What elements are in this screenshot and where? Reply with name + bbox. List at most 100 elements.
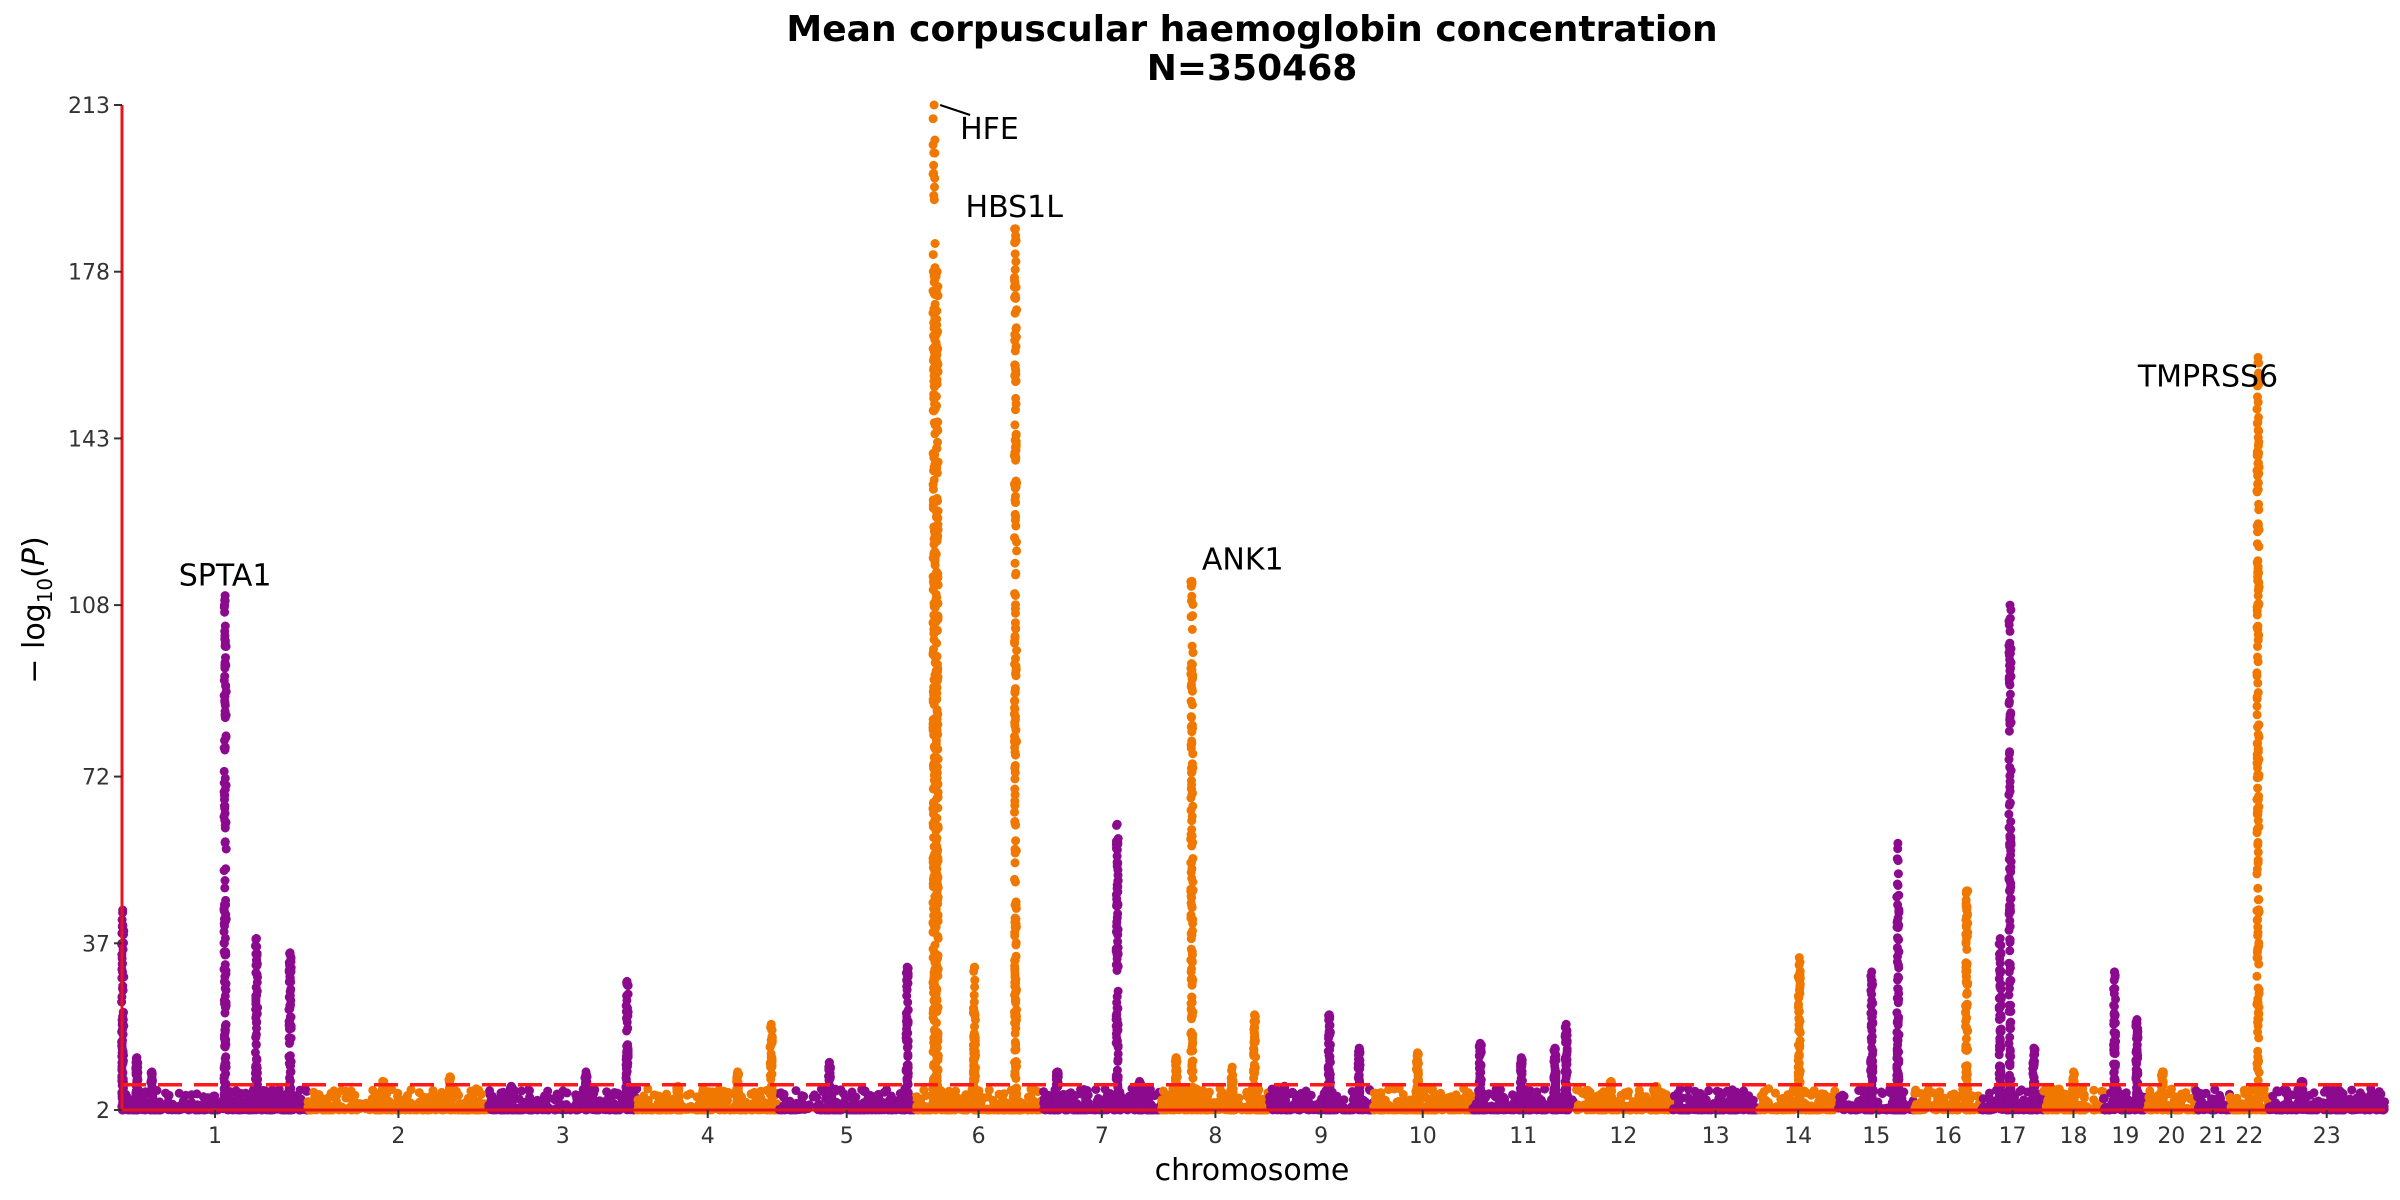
data-point <box>220 837 230 847</box>
data-point <box>766 1019 776 1029</box>
data-point <box>220 773 230 783</box>
data-point <box>221 681 231 691</box>
data-point <box>221 950 231 960</box>
data-point <box>517 1086 526 1096</box>
data-point <box>874 1094 884 1104</box>
data-point <box>622 1013 632 1023</box>
data-point <box>1508 1090 1517 1100</box>
data-point <box>698 1086 708 1096</box>
data-point <box>1297 1090 1307 1100</box>
data-point <box>1532 1087 1542 1097</box>
data-point <box>2286 1090 2296 1100</box>
data-point <box>148 1084 157 1094</box>
data-point <box>903 978 913 988</box>
data-point <box>341 1093 351 1103</box>
data-point <box>221 732 231 742</box>
data-point <box>133 1097 142 1107</box>
data-point <box>692 1092 702 1102</box>
data-point <box>791 1086 801 1096</box>
data-point <box>2099 1094 2108 1104</box>
data-point <box>220 636 230 646</box>
data-point <box>231 1103 241 1113</box>
data-point <box>203 1093 213 1103</box>
data-point <box>219 812 229 822</box>
data-point <box>192 1089 202 1099</box>
data-point <box>1376 1090 1386 1100</box>
data-point <box>251 1018 261 1028</box>
data-point <box>2274 1087 2284 1097</box>
data-point <box>220 706 230 716</box>
data-point <box>1579 1100 1589 1110</box>
data-point <box>332 1101 341 1110</box>
data-point <box>2047 1099 2057 1109</box>
data-point <box>1675 1084 1685 1094</box>
data-point <box>886 1091 896 1101</box>
data-point <box>1218 1088 1227 1098</box>
data-point <box>1214 1098 1224 1108</box>
data-point <box>1023 1092 1033 1102</box>
data-point <box>220 1085 230 1095</box>
data-point <box>1592 1098 1602 1108</box>
data-point <box>746 1089 756 1099</box>
data-point <box>219 1063 229 1073</box>
data-point <box>367 1094 377 1104</box>
data-point <box>713 1087 723 1097</box>
data-point <box>1770 1088 1780 1098</box>
data-point <box>766 1035 776 1045</box>
data-point <box>1204 1100 1214 1110</box>
data-point <box>252 1094 261 1104</box>
data-point <box>221 895 231 905</box>
data-point <box>1496 1085 1505 1095</box>
data-point <box>285 1073 294 1083</box>
data-point <box>1242 1091 1252 1101</box>
data-point <box>549 1094 559 1104</box>
data-point <box>420 1100 430 1110</box>
data-point <box>902 1043 912 1053</box>
data-point <box>1624 1087 1633 1097</box>
data-point <box>902 1075 912 1085</box>
data-point <box>1490 1092 1500 1102</box>
data-point <box>1949 1089 1959 1099</box>
data-point <box>221 1035 231 1045</box>
data-point <box>1030 1097 1040 1107</box>
data-point <box>252 1079 262 1089</box>
data-point <box>221 1052 231 1062</box>
data-point <box>132 1053 142 1063</box>
data-point <box>1160 1096 1170 1106</box>
data-point <box>164 1090 174 1100</box>
data-point <box>498 1087 508 1097</box>
data-point <box>1885 1084 1895 1094</box>
data-point <box>220 626 230 636</box>
data-point <box>233 1096 243 1106</box>
data-point <box>1105 1091 1115 1100</box>
data-point <box>902 991 912 1001</box>
data-point <box>284 1038 294 1048</box>
data-point <box>1039 1087 1049 1097</box>
data-point <box>286 1061 295 1071</box>
data-point <box>901 1008 911 1018</box>
data-point <box>474 1085 484 1095</box>
data-point <box>682 1090 692 1100</box>
data-point <box>1530 1100 1540 1109</box>
data-point <box>2355 1091 2365 1101</box>
data-point <box>1695 1088 1705 1098</box>
data-point <box>767 1053 777 1063</box>
data-point <box>220 883 230 893</box>
data-point <box>857 1085 867 1095</box>
data-point <box>1384 1085 1394 1095</box>
data-point <box>1726 1098 1736 1107</box>
data-point <box>767 1099 777 1109</box>
data-point <box>902 1090 911 1100</box>
data-point <box>1691 1097 1701 1107</box>
data-point <box>2079 1093 2089 1103</box>
data-point <box>251 1032 261 1042</box>
data-point <box>219 905 229 915</box>
data-point <box>2089 1085 2099 1095</box>
data-point <box>220 965 230 975</box>
data-point <box>2225 1092 2235 1102</box>
data-point <box>1634 1091 1644 1101</box>
data-point <box>622 1047 632 1057</box>
data-point <box>2146 1099 2156 1109</box>
data-point <box>221 979 231 989</box>
